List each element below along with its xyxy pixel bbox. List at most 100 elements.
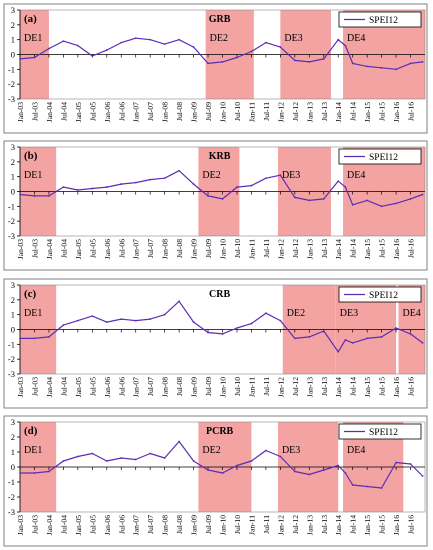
x-tick-label: Jul-06 — [117, 102, 126, 121]
x-tick-label: Jan-09 — [190, 102, 199, 122]
panel-title: KRB — [209, 151, 231, 162]
spei-data-point — [409, 198, 412, 200]
legend-label: SPEI12 — [369, 153, 398, 163]
x-tick-label: Jul-11 — [262, 102, 271, 121]
x-tick-label: Jan-04 — [45, 102, 54, 122]
x-tick-label: Jan-16 — [392, 239, 401, 259]
x-tick-label: Jan-10 — [219, 239, 228, 259]
spei-data-point — [48, 195, 50, 197]
x-tick-label: Jan-15 — [363, 515, 372, 535]
x-tick-label: Jan-14 — [334, 239, 343, 259]
x-tick-label: Jan-05 — [74, 515, 83, 535]
spei-data-point — [91, 55, 94, 57]
x-tick-label: Jul-16 — [407, 239, 416, 258]
x-tick-label: Jul-15 — [378, 239, 387, 258]
x-tick-label: Jul-10 — [233, 102, 242, 121]
spei-data-point — [344, 338, 347, 341]
x-tick-label: Jan-03 — [16, 239, 25, 259]
x-tick-label: Jan-14 — [334, 102, 343, 122]
spei-data-point — [178, 169, 181, 172]
x-tick-label: Jan-05 — [74, 239, 83, 259]
drought-label: DE2 — [202, 170, 220, 181]
spei-data-point — [250, 50, 253, 53]
spei-data-point — [279, 319, 282, 322]
x-tick-label: Jan-06 — [103, 377, 112, 397]
spei-data-point — [337, 180, 340, 183]
spei-data-point — [91, 452, 94, 455]
spei-data-point — [250, 460, 253, 462]
spei-data-point — [366, 199, 369, 202]
x-tick-label: Jul-11 — [262, 239, 271, 258]
x-tick-label: Jan-03 — [16, 515, 25, 535]
x-tick-label: Jul-15 — [378, 102, 387, 121]
spei-data-point — [322, 198, 325, 200]
drought-label: DE2 — [210, 33, 228, 44]
panel-label: (c) — [24, 288, 37, 300]
spei-data-point — [120, 41, 123, 44]
spei-data-point — [279, 46, 282, 48]
legend-box — [338, 148, 422, 165]
x-tick-label: Jan-10 — [219, 102, 228, 122]
y-tick-label: -2 — [8, 216, 15, 226]
legend: SPEI12 — [338, 286, 422, 303]
spei-data-point — [322, 469, 325, 471]
spei-data-point — [395, 68, 397, 71]
drought-label: DE1 — [24, 445, 42, 456]
x-tick-label: Jul-09 — [204, 239, 213, 258]
y-tick-label: -1 — [8, 477, 15, 487]
spei-data-point — [322, 330, 325, 332]
spei-data-point — [337, 464, 340, 467]
x-tick-label: Jan-10 — [219, 377, 228, 397]
legend: SPEI12 — [338, 148, 422, 165]
x-tick-label: Jul-12 — [291, 377, 300, 396]
x-tick-label: Jan-12 — [276, 515, 285, 535]
x-tick-label: Jan-04 — [45, 239, 54, 259]
spei-data-point — [120, 183, 123, 185]
spei-data-point — [264, 41, 267, 44]
spei-data-point — [264, 177, 267, 180]
x-tick-label: Jul-07 — [146, 515, 155, 534]
spei-data-point — [236, 56, 238, 59]
spei-data-point — [250, 184, 253, 187]
spei-data-point — [19, 337, 21, 340]
x-tick-label: Jan-14 — [334, 377, 343, 397]
spei-data-point — [221, 198, 224, 200]
spei-data-point — [62, 324, 65, 326]
spei-data-point — [149, 452, 152, 455]
spei-data-point — [293, 196, 296, 199]
x-tick-label: Jan-13 — [305, 377, 314, 397]
spei-data-point — [421, 475, 424, 477]
x-tick-label: Jan-10 — [219, 515, 228, 535]
x-tick-label: Jul-16 — [407, 102, 416, 121]
spei-data-point — [308, 473, 311, 476]
spei-data-point — [344, 186, 347, 188]
spei-data-point — [134, 458, 137, 461]
drought-label: DE4 — [402, 308, 420, 319]
spei-data-point — [120, 318, 123, 321]
x-tick-label: Jul-03 — [30, 239, 39, 258]
spei-data-point — [48, 470, 50, 473]
y-tick-label: 0 — [11, 462, 15, 472]
drought-label: DE2 — [202, 445, 220, 456]
spei-data-point — [236, 186, 238, 188]
x-tick-label: Jul-12 — [291, 102, 300, 121]
x-tick-label: Jul-07 — [146, 377, 155, 396]
spei-data-point — [62, 186, 65, 188]
y-tick-label: -3 — [8, 507, 15, 517]
spei-data-point — [308, 199, 311, 202]
legend-box — [338, 286, 422, 303]
spei-data-point — [293, 337, 296, 340]
y-tick-label: -2 — [8, 79, 15, 89]
x-tick-label: Jul-06 — [117, 239, 126, 258]
x-tick-label: Jan-05 — [74, 102, 83, 122]
panel-label: (a) — [24, 13, 37, 25]
legend: SPEI12 — [338, 423, 422, 440]
spei-data-point — [221, 333, 224, 335]
x-tick-label: Jul-08 — [175, 102, 184, 121]
x-tick-label: Jan-12 — [276, 377, 285, 397]
x-tick-label: Jan-09 — [190, 377, 199, 397]
y-tick-label: 2 — [11, 157, 15, 167]
panel-title: GRB — [209, 14, 231, 25]
panel-3: DE1 DE2 DE3 DE4 -3 -2 -1 0 1 2 3 Jan-03 Jul-03 Jan-04… — [3, 278, 428, 409]
drought-label: DE1 — [24, 308, 42, 319]
